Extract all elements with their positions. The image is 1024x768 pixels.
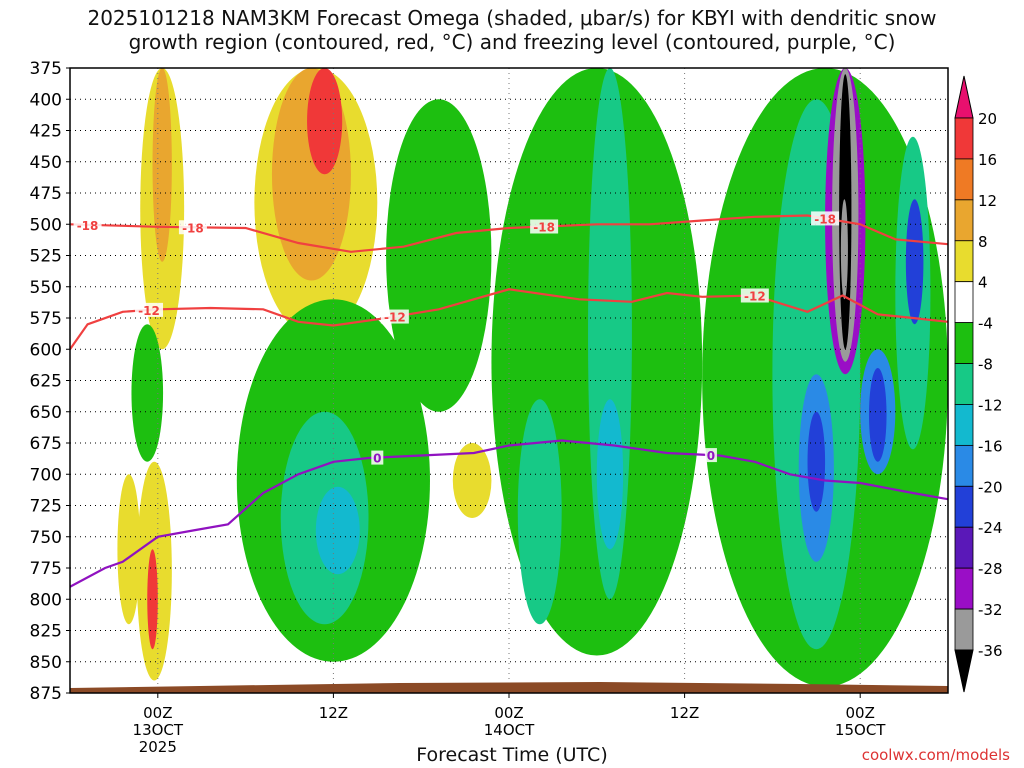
- contour-0: [70, 439, 948, 588]
- x-axis-title: Forecast Time (UTC): [416, 744, 608, 766]
- omega-region: [517, 399, 562, 625]
- colorbar-swatch: [954, 363, 974, 405]
- colorbar-swatch: [954, 158, 974, 201]
- colorbar-swatch: [954, 444, 974, 487]
- contour-label-bg: [380, 309, 409, 324]
- colorbar-label: -36: [978, 642, 1003, 660]
- contour-label: 0: [707, 449, 715, 463]
- x-tick-label: 00Z: [846, 704, 875, 722]
- contour-label-bg: [704, 448, 717, 463]
- y-tick-label: 375: [30, 59, 62, 79]
- contour--12: [70, 288, 948, 350]
- y-tick-label: 400: [30, 90, 62, 110]
- x-tick-label: 12Z: [670, 704, 699, 722]
- y-tick-label: 800: [30, 590, 62, 610]
- x-tick-label: 14OCT: [484, 721, 535, 739]
- omega-region: [386, 99, 492, 412]
- chart-title-line-1: 2025101218 NAM3KM Forecast Omega (shaded…: [87, 6, 937, 30]
- omega-region: [807, 411, 826, 512]
- colorbar-label: -28: [978, 560, 1003, 578]
- y-tick-label: 675: [30, 434, 62, 454]
- colorbar-label: 8: [978, 233, 988, 251]
- colorbar-swatch: [954, 608, 974, 651]
- contour-label: -18: [182, 221, 204, 235]
- y-tick-label: 650: [30, 403, 62, 423]
- omega-region: [868, 368, 887, 462]
- contour-label-bg: [135, 302, 164, 317]
- omega-region: [905, 199, 924, 325]
- colorbar-bottom-arrow: [954, 649, 974, 693]
- y-tick-label: 825: [30, 622, 62, 642]
- colorbar-swatch: [954, 567, 974, 610]
- colorbar-label: -12: [978, 396, 1003, 414]
- x-tick-label: 15OCT: [835, 721, 886, 739]
- y-tick-label: 525: [30, 247, 62, 267]
- omega-region: [117, 474, 141, 625]
- contour-label: -12: [744, 290, 766, 304]
- colorbar-swatch: [954, 485, 974, 528]
- contour-label-bg: [178, 220, 207, 235]
- x-tick-label: 00Z: [143, 704, 172, 722]
- colorbar-label: -16: [978, 437, 1003, 455]
- omega-region: [147, 549, 158, 650]
- omega-region: [152, 68, 172, 262]
- colorbar-swatch: [954, 322, 974, 364]
- colorbar-swatch: [954, 526, 974, 569]
- y-tick-label: 775: [30, 559, 62, 579]
- y-tick-label: 425: [30, 122, 62, 142]
- colorbar-top-arrow: [954, 75, 974, 119]
- terrain-ground: [70, 682, 948, 693]
- omega-region: [131, 324, 164, 462]
- contour-label-bg: [740, 288, 769, 303]
- colorbar-swatch: [954, 240, 974, 283]
- colorbar-swatch: [954, 281, 974, 324]
- y-tick-label: 575: [30, 309, 62, 329]
- x-tick-label: 00Z: [494, 704, 523, 722]
- y-tick-label: 550: [30, 278, 62, 298]
- y-tick-label: 600: [30, 340, 62, 360]
- colorbar-label: -4: [978, 315, 993, 333]
- y-tick-label: 475: [30, 184, 62, 204]
- contour-label: 0: [373, 452, 381, 466]
- colorbar-label: -20: [978, 478, 1003, 496]
- omega-region: [307, 68, 343, 175]
- colorbar-label: -8: [978, 356, 993, 374]
- x-tick-label: 12Z: [319, 704, 348, 722]
- y-tick-label: 450: [30, 153, 62, 173]
- omega-region: [596, 399, 624, 550]
- colorbar-label: 20: [978, 110, 997, 128]
- colorbar-label: -32: [978, 601, 1003, 619]
- colorbar-swatch: [954, 199, 974, 242]
- colorbar-label: -24: [978, 519, 1003, 537]
- colorbar-label: 16: [978, 151, 997, 169]
- y-tick-label: 500: [30, 215, 62, 235]
- omega-region: [452, 443, 492, 518]
- omega-region: [315, 486, 360, 575]
- colorbar-label: 4: [978, 274, 988, 292]
- contour-label: -12: [138, 304, 160, 318]
- contour-label: -18: [77, 219, 99, 233]
- contour-label: -18: [814, 212, 836, 226]
- y-tick-label: 700: [30, 465, 62, 485]
- contour-label-bg: [371, 450, 384, 465]
- contour-label-bg: [73, 217, 102, 232]
- y-tick-label: 625: [30, 372, 62, 392]
- y-tick-label: 750: [30, 528, 62, 548]
- omega-region: [840, 199, 848, 300]
- contour-label-bg: [530, 219, 559, 234]
- y-tick-label: 850: [30, 653, 62, 673]
- colorbar-label: 12: [978, 192, 997, 210]
- chart-title-line-2: growth region (contoured, red, °C) and f…: [128, 30, 896, 54]
- colorbar-swatch: [954, 117, 974, 160]
- contour-label-bg: [811, 211, 840, 226]
- contour-label: -12: [384, 311, 406, 325]
- y-tick-label: 875: [30, 684, 62, 704]
- x-tick-label: 13OCT: [133, 721, 184, 739]
- site-credit: coolwx.com/models: [861, 746, 1010, 764]
- colorbar-swatch: [954, 404, 974, 446]
- y-tick-label: 725: [30, 497, 62, 517]
- x-tick-label: 2025: [139, 738, 177, 756]
- contour-label: -18: [533, 221, 555, 235]
